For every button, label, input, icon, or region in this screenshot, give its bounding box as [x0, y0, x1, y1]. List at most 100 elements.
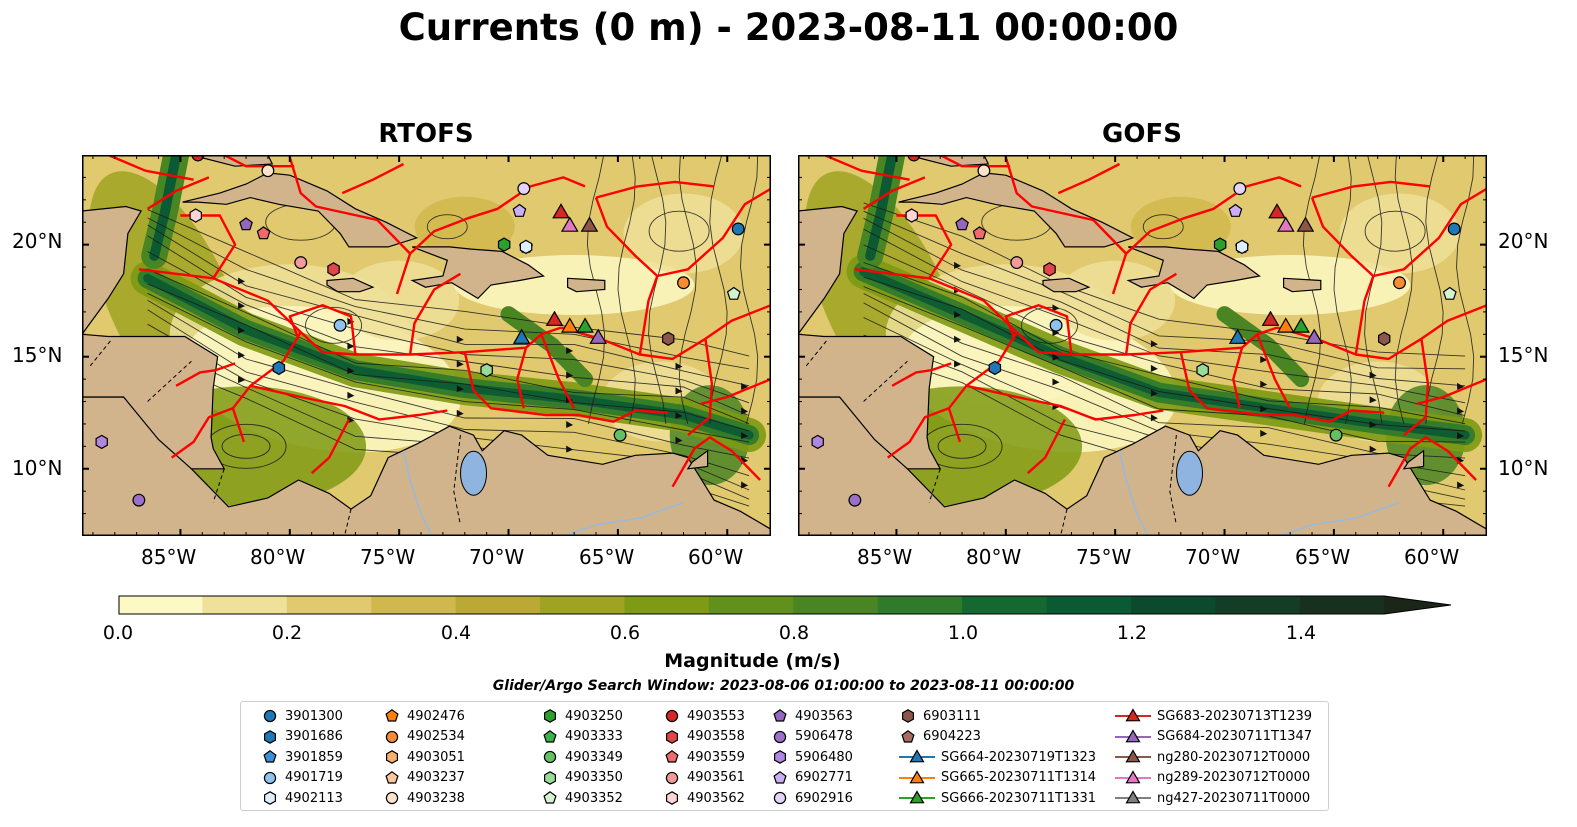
platform-4902113 [1235, 239, 1249, 255]
river [1118, 450, 1149, 536]
puerto-rico-landmass [567, 277, 606, 293]
flow-arrow [954, 261, 962, 269]
streamline [1425, 155, 1444, 424]
legend-marker-hexagon-icon [665, 791, 678, 805]
platform-4903559 [256, 226, 271, 240]
legend-item: 4903352 [541, 788, 623, 808]
legend-marker-pentagon-icon [263, 750, 277, 763]
flow-arrow [675, 362, 683, 370]
eez-boundary [1256, 333, 1292, 409]
eez-boundary [887, 407, 950, 459]
legend-label: 4903250 [565, 708, 623, 724]
flow-arrow [741, 407, 749, 415]
lon-tick-right-2: 75°W [1076, 545, 1132, 569]
lon-tick-right-3: 70°W [1185, 545, 1241, 569]
platform-4903349 [1329, 428, 1343, 442]
legend-label: SG683-20230713T1239 [1157, 708, 1313, 724]
eddy-streamline [305, 306, 362, 344]
platform-4903561 [1010, 256, 1024, 270]
eez-boundary [1179, 351, 1385, 423]
legend-label: 4903559 [687, 749, 745, 765]
eez-boundary [1004, 303, 1073, 355]
flow-arrow [1260, 355, 1268, 363]
legend-item: SG666-20230711T1331 [899, 788, 1096, 808]
caribbean-current-band [143, 273, 754, 440]
legend-label: 4903237 [407, 770, 465, 785]
platform-4902534 [1393, 276, 1406, 290]
platform-4903558 [327, 262, 340, 277]
platform-ng289-20230712T0000 [560, 216, 579, 232]
legend-marker-triangle-icon [1115, 769, 1151, 783]
platform-SG664-20230719T1323 [512, 328, 531, 344]
platform-4901719 [1049, 318, 1063, 332]
platform-5906478 [132, 493, 146, 507]
streamline [863, 262, 1466, 425]
legend-label: 5906478 [795, 729, 853, 744]
platform-4903561 [294, 256, 308, 270]
map-frame [82, 155, 771, 536]
lon-tick-left-5: 60°W [688, 545, 744, 569]
legend-item: 5906478 [771, 727, 853, 747]
legend-marker [909, 749, 925, 763]
legend-label: SG664-20230719T1323 [941, 749, 1097, 765]
colorbar-tick-7: 1.4 [1285, 622, 1317, 644]
country-border [1169, 435, 1177, 525]
legend-marker [1125, 790, 1141, 804]
legend-marker-triangle-icon [899, 749, 935, 763]
legend-marker-triangle-icon [1115, 708, 1151, 722]
eez-boundary [1026, 418, 1066, 475]
platform-6902771 [1228, 203, 1243, 217]
legend-item: 4901719 [261, 768, 343, 788]
eez-boundary [175, 362, 236, 387]
legend-label: 4903563 [795, 708, 853, 724]
colorbar-segment [708, 596, 794, 614]
magnitude-region [339, 260, 460, 341]
colorbar-segment [286, 596, 372, 614]
platform-4903562 [905, 208, 919, 223]
streamline [863, 286, 1466, 443]
flow-arrow [566, 445, 574, 453]
river [402, 450, 433, 536]
legend-label: 4901719 [285, 770, 343, 785]
platform-6903111 [1377, 331, 1391, 346]
platform-4903562 [189, 208, 203, 223]
legend-label: 5906480 [795, 749, 853, 765]
platform-4903238 [977, 164, 991, 178]
eez-boundary [288, 156, 411, 255]
eez-boundary [516, 347, 528, 409]
eez-boundary [288, 303, 357, 355]
legend-marker [385, 791, 399, 805]
eez-boundary [1111, 176, 1302, 295]
streamline [147, 217, 750, 370]
flow-arrow [1150, 364, 1158, 372]
eez-boundary [1232, 347, 1244, 409]
platform-3901300 [731, 222, 745, 236]
eez-boundary [1124, 272, 1178, 355]
legend-label: 3901300 [285, 708, 343, 724]
rtofs-map[interactable] [82, 155, 771, 536]
eddy-streamline [426, 214, 468, 240]
country-border [1060, 508, 1068, 536]
legend-marker-pentagon-icon [665, 750, 679, 763]
legend-label: 4903561 [687, 770, 745, 785]
country-border [928, 468, 941, 503]
platform-3901686 [272, 360, 286, 376]
legend-marker [1125, 749, 1141, 763]
yucatan-current-core [149, 155, 182, 261]
streamline [863, 217, 1466, 387]
eez-boundary [939, 155, 1011, 168]
gofs-map[interactable] [798, 155, 1487, 536]
flow-arrow [1052, 304, 1060, 312]
legend-item: 6902771 [771, 768, 853, 788]
legend-item: SG683-20230713T1239 [1115, 706, 1312, 726]
legend-marker-pentagon-icon [773, 709, 787, 722]
colorbar-segment [455, 596, 541, 614]
platform-4903250 [497, 237, 511, 252]
colorbar-segment [371, 596, 457, 614]
platform-SG665-20230711T1314 [560, 317, 579, 333]
gofs-panel-title: GOFS [1102, 119, 1182, 149]
lon-tick-right-5: 60°W [1404, 545, 1460, 569]
legend-item: 4903349 [541, 747, 623, 767]
country-border [804, 340, 827, 369]
colorbar-segment [793, 596, 879, 614]
